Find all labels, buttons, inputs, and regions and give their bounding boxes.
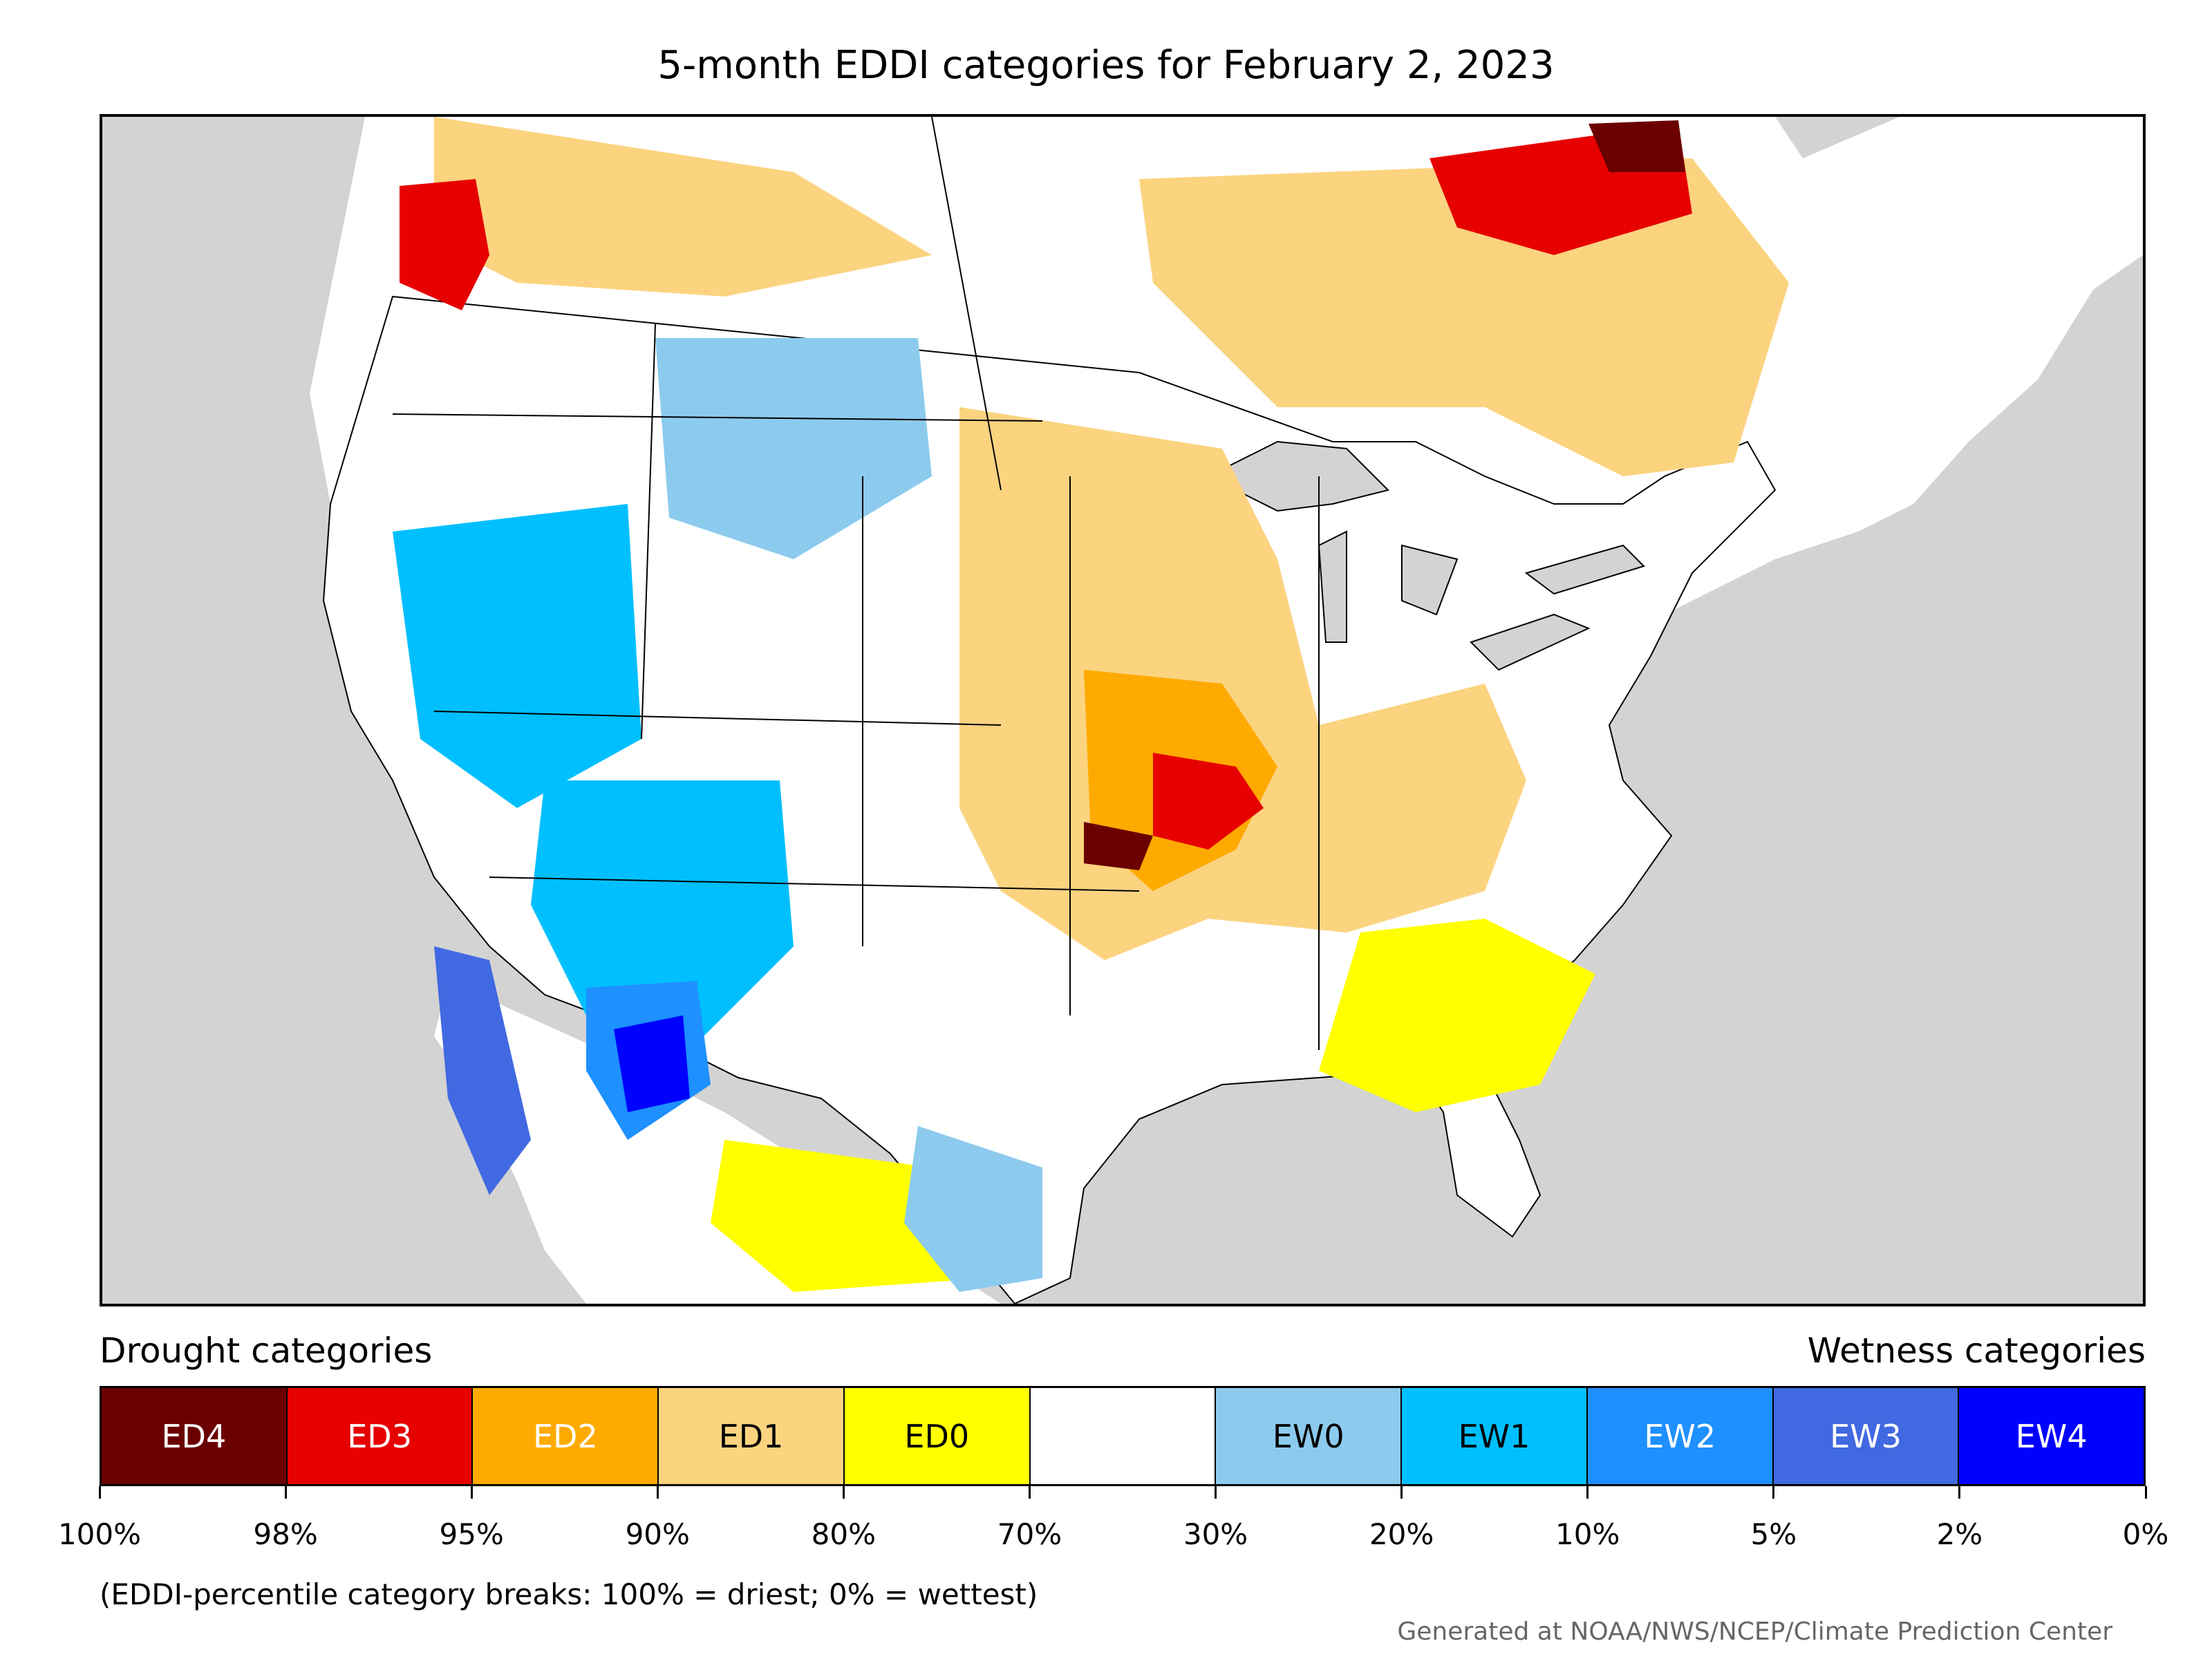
state-borders — [392, 117, 1320, 1050]
colorbar-cell: ED0 — [844, 1388, 1031, 1484]
colorbar-cell: EW2 — [1587, 1388, 1774, 1484]
drought-categories-label: Drought categories — [100, 1331, 433, 1371]
map-title: 5-month EDDI categories for February 2, … — [657, 43, 1555, 88]
colorbar-tick-label: 5% — [1750, 1517, 1797, 1551]
credit-text: Generated at NOAA/NWS/NCEP/Climate Predi… — [1397, 1618, 2112, 1646]
colorbar-tick-label: 20% — [1369, 1517, 1434, 1551]
colorbar-tick — [1958, 1486, 1961, 1499]
colorbar-tick — [842, 1486, 845, 1499]
colorbar-cell — [1030, 1388, 1217, 1484]
colorbar-cell: ED1 — [659, 1388, 845, 1484]
colorbar-cell: EW3 — [1773, 1388, 1960, 1484]
colorbar-ticks — [98, 1486, 2147, 1500]
colorbar-tick-label: 30% — [1183, 1517, 1248, 1551]
colorbar-tick-label: 2% — [1936, 1517, 1983, 1551]
colorbar-cell: EW4 — [1959, 1388, 2144, 1484]
colorbar-tick-label: 0% — [2122, 1517, 2169, 1551]
colorbar-tick-label: 90% — [625, 1517, 690, 1551]
colorbar-tick-label: 100% — [57, 1517, 142, 1551]
colorbar-tick — [98, 1486, 101, 1499]
colorbar-cell: EW0 — [1216, 1388, 1403, 1484]
colorbar-tick — [1028, 1486, 1031, 1499]
colorbar-tick — [1400, 1486, 1403, 1499]
eddi-map — [100, 114, 2146, 1306]
colorbar-tick-label: 95% — [439, 1517, 504, 1551]
map-svg — [102, 117, 2143, 1304]
colorbar-tick-label: 10% — [1555, 1517, 1620, 1551]
colorbar-cell: ED4 — [102, 1388, 288, 1484]
colorbar-tick — [656, 1486, 659, 1499]
category-note: (EDDI-percentile category breaks: 100% =… — [100, 1577, 1038, 1611]
drought-overlay — [400, 117, 1789, 1292]
wetness-overlay — [393, 338, 1042, 1292]
colorbar-tick — [1215, 1486, 1217, 1499]
colorbar-cell: ED2 — [473, 1388, 659, 1484]
colorbar-tick — [284, 1486, 287, 1499]
colorbar-cell: EW1 — [1402, 1388, 1588, 1484]
colorbar-tick — [1586, 1486, 1589, 1499]
colorbar-tick-label: 70% — [997, 1517, 1062, 1551]
colorbar-cell: ED3 — [287, 1388, 474, 1484]
colorbar-tick — [1772, 1486, 1775, 1499]
colorbar-tick — [470, 1486, 473, 1499]
wetness-categories-label: Wetness categories — [1807, 1331, 2146, 1371]
category-colorbar: ED4 ED3 ED2 ED1 ED0 EW0 EW1 EW2 EW3 EW4 — [100, 1386, 2146, 1486]
colorbar-tick-label: 80% — [811, 1517, 877, 1551]
great-lakes — [1206, 440, 1645, 671]
colorbar-tick-label: 98% — [253, 1517, 318, 1551]
colorbar-tick — [2144, 1486, 2147, 1499]
